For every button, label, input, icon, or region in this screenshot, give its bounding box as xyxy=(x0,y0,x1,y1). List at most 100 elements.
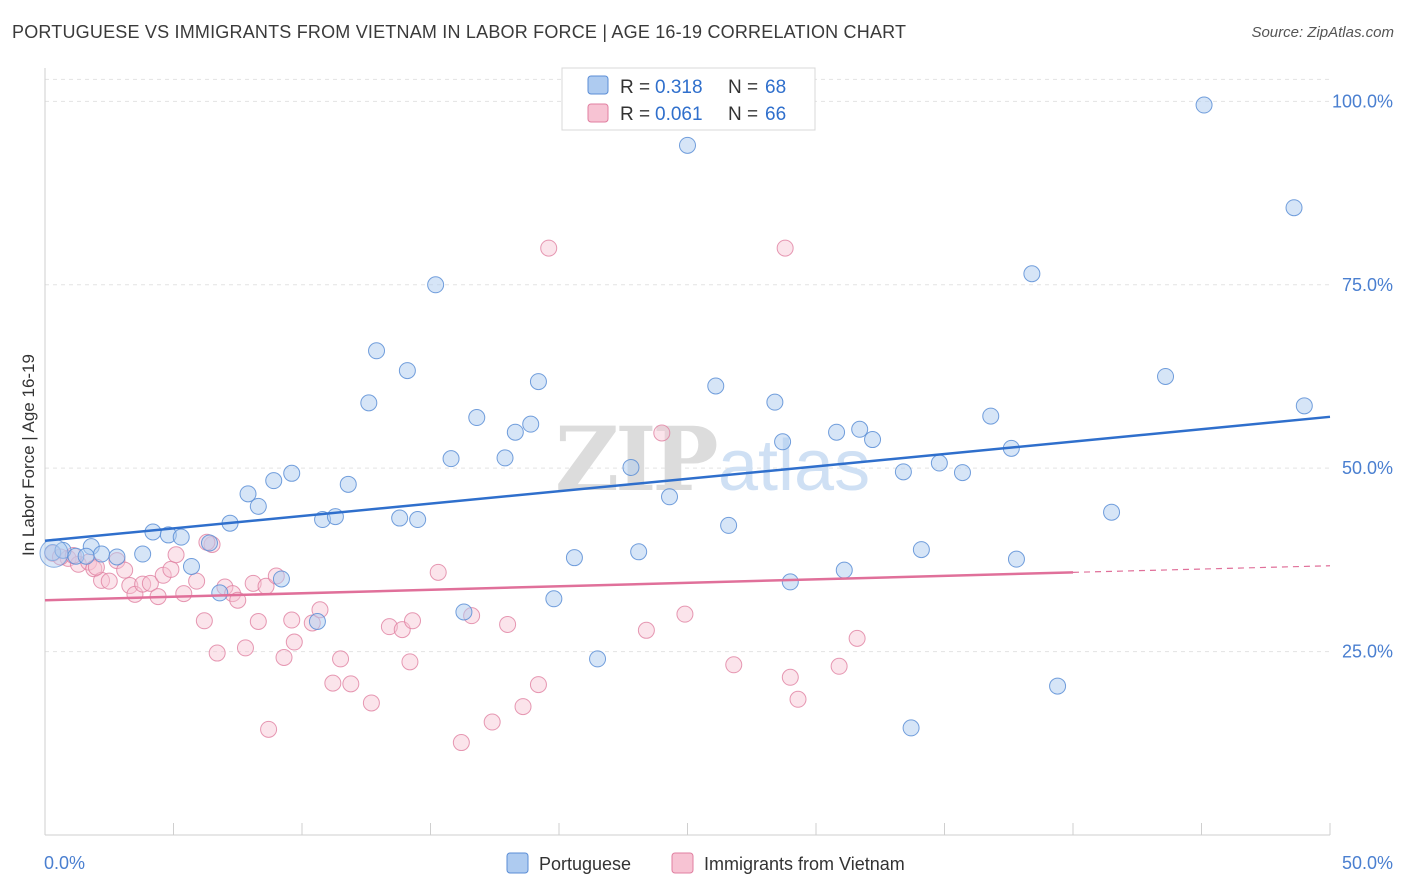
vietnam-point xyxy=(283,611,301,629)
portuguese-point xyxy=(308,613,326,631)
portuguese-point xyxy=(283,464,301,482)
vietnam-trend-line xyxy=(44,571,1074,602)
bottom-legend-portuguese: Portuguese xyxy=(539,854,631,874)
portuguese-point xyxy=(249,497,267,515)
vietnam-trend-extension xyxy=(1072,565,1331,573)
portuguese-point xyxy=(894,463,912,481)
vietnam-point xyxy=(514,698,532,716)
y-tick-label: 75.0% xyxy=(1342,275,1393,295)
watermark-zip: ZIP xyxy=(555,407,716,511)
legend-swatch-portuguese xyxy=(587,75,609,95)
watermark: ZIP atlas xyxy=(555,407,870,511)
x-tick-label-start: 0.0% xyxy=(44,853,85,873)
vietnam-point xyxy=(249,613,267,631)
portuguese-point xyxy=(1195,96,1213,114)
vietnam-point xyxy=(260,720,278,738)
vietnam-point xyxy=(362,694,380,712)
portuguese-point xyxy=(455,603,473,621)
vietnam-point xyxy=(175,585,193,603)
vietnam-point xyxy=(529,676,547,694)
vietnam-point xyxy=(285,633,303,651)
vietnam-point xyxy=(275,648,293,666)
portuguese-point xyxy=(912,541,930,559)
legend-r-value-1: 0.318 xyxy=(655,77,703,98)
vietnam-point xyxy=(830,657,848,675)
vietnam-point xyxy=(244,574,262,592)
portuguese-point xyxy=(182,557,200,575)
vietnam-point xyxy=(789,690,807,708)
portuguese-point xyxy=(427,276,445,294)
portuguese-point xyxy=(108,548,126,566)
portuguese-point xyxy=(239,485,257,503)
portuguese-point xyxy=(1285,199,1303,217)
legend-r-label-2: R = xyxy=(620,104,650,125)
portuguese-point xyxy=(468,409,486,427)
portuguese-point xyxy=(630,543,648,561)
portuguese-point xyxy=(339,475,357,493)
portuguese-point xyxy=(211,584,229,602)
trend-lines xyxy=(44,415,1331,602)
vietnam-point xyxy=(195,612,213,630)
portuguese-point xyxy=(506,423,524,441)
source-credit: Source: ZipAtlas.com xyxy=(1251,24,1394,41)
legend-n-value-1: 68 xyxy=(765,77,786,98)
portuguese-point xyxy=(545,590,563,608)
portuguese-point xyxy=(930,454,948,472)
vietnam-point xyxy=(332,650,350,668)
vietnam-point xyxy=(167,546,185,564)
vietnam-point xyxy=(637,621,655,639)
chart-title: PORTUGUESE VS IMMIGRANTS FROM VIETNAM IN… xyxy=(12,22,907,42)
y-tick-label: 50.0% xyxy=(1342,458,1393,478)
vietnam-point xyxy=(121,577,139,595)
vietnam-point xyxy=(116,561,134,579)
portuguese-point xyxy=(1295,397,1313,415)
portuguese-point xyxy=(391,509,409,527)
portuguese-cluster-point xyxy=(39,538,69,568)
portuguese-point xyxy=(661,488,679,506)
vietnam-point xyxy=(776,239,794,257)
portuguese-point xyxy=(272,570,290,588)
portuguese-point xyxy=(368,342,386,360)
portuguese-point xyxy=(522,415,540,433)
vietnam-point xyxy=(162,560,180,578)
portuguese-point xyxy=(589,650,607,668)
portuguese-point xyxy=(409,511,427,529)
portuguese-point xyxy=(828,423,846,441)
vietnam-point xyxy=(499,615,517,633)
vietnam-point xyxy=(848,629,866,647)
vietnam-point xyxy=(208,644,226,662)
y-tick-label: 25.0% xyxy=(1342,642,1393,662)
portuguese-point xyxy=(720,516,738,534)
vietnam-point xyxy=(404,612,422,630)
vietnam-point xyxy=(188,572,206,590)
portuguese-point xyxy=(565,549,583,567)
portuguese-point xyxy=(622,458,640,476)
watermark-atlas: atlas xyxy=(718,426,870,506)
portuguese-point xyxy=(496,449,514,467)
portuguese-point xyxy=(93,545,111,563)
portuguese-point xyxy=(1157,367,1175,385)
portuguese-point xyxy=(200,534,218,552)
portuguese-point xyxy=(529,373,547,391)
portuguese-point xyxy=(1023,265,1041,283)
vietnam-point xyxy=(781,668,799,686)
vietnam-point xyxy=(141,574,159,592)
grid xyxy=(45,78,1330,653)
portuguese-point xyxy=(835,561,853,579)
legend-r-value-2: 0.061 xyxy=(655,104,703,125)
portuguese-point xyxy=(134,545,152,563)
vietnam-point xyxy=(342,675,360,693)
y-tick-label: 100.0% xyxy=(1332,91,1393,111)
vietnam-point xyxy=(676,605,694,623)
portuguese-point xyxy=(398,362,416,380)
vietnam-point xyxy=(540,239,558,257)
vietnam-point xyxy=(85,560,103,578)
portuguese-point xyxy=(851,420,869,438)
vietnam-point xyxy=(429,563,447,581)
legend-r-label-1: R = xyxy=(620,77,650,98)
portuguese-point xyxy=(902,719,920,737)
top-legend: R = 0.318 N = 68 R = 0.061 N = 66 xyxy=(561,67,816,131)
vietnam-point xyxy=(100,572,118,590)
vietnam-point xyxy=(452,734,470,752)
